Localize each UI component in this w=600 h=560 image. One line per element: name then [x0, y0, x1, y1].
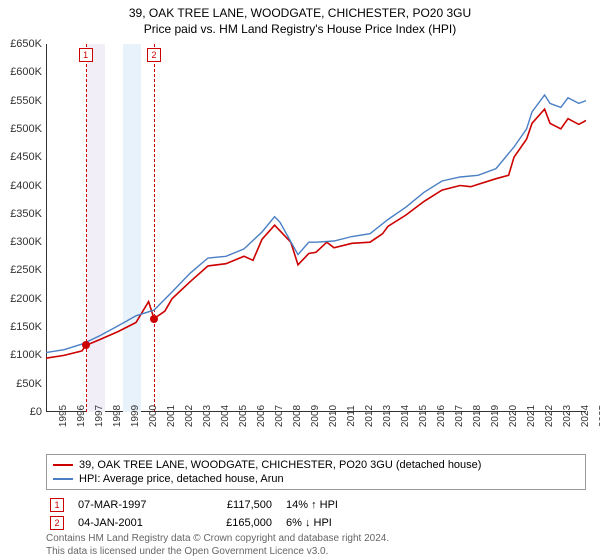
y-axis-tick: £250K — [10, 264, 42, 276]
y-axis-tick: £600K — [10, 66, 42, 78]
page-title: 39, OAK TREE LANE, WOODGATE, CHICHESTER,… — [0, 6, 600, 20]
legend-label: HPI: Average price, detached house, Arun — [79, 473, 284, 485]
price-chart: £0£50K£100K£150K£200K£250K£300K£350K£400… — [46, 44, 586, 412]
transaction-marker: 2 — [50, 516, 64, 530]
y-axis-tick: £550K — [10, 95, 42, 107]
legend-swatch — [53, 478, 73, 480]
chart-lines — [46, 44, 586, 412]
y-axis-tick: £300K — [10, 236, 42, 248]
y-axis-tick: £450K — [10, 151, 42, 163]
transaction-date: 07-MAR-1997 — [78, 499, 178, 511]
reference-marker: 1 — [79, 48, 93, 62]
y-axis-tick: £100K — [10, 349, 42, 361]
series-line — [46, 95, 586, 353]
y-axis-tick: £50K — [16, 378, 42, 390]
y-axis-tick: £150K — [10, 321, 42, 333]
transaction-row: 1 07-MAR-1997 £117,500 14% ↑ HPI — [46, 496, 586, 514]
transaction-marker: 1 — [50, 498, 64, 512]
y-axis-tick: £350K — [10, 208, 42, 220]
footer-line-2: This data is licensed under the Open Gov… — [46, 545, 389, 558]
page-subtitle: Price paid vs. HM Land Registry's House … — [0, 22, 600, 36]
footer: Contains HM Land Registry data © Crown c… — [46, 532, 389, 558]
legend-series-row: HPI: Average price, detached house, Arun — [53, 472, 579, 486]
series-legend: 39, OAK TREE LANE, WOODGATE, CHICHESTER,… — [46, 454, 586, 490]
legend-series-row: 39, OAK TREE LANE, WOODGATE, CHICHESTER,… — [53, 458, 579, 472]
y-axis-tick: £650K — [10, 38, 42, 50]
transaction-date: 04-JAN-2001 — [78, 517, 178, 529]
transaction-delta: 6% ↓ HPI — [286, 517, 376, 529]
legend: 39, OAK TREE LANE, WOODGATE, CHICHESTER,… — [46, 454, 586, 532]
transaction-dot — [82, 341, 90, 349]
transaction-delta: 14% ↑ HPI — [286, 499, 376, 511]
transaction-price: £117,500 — [192, 499, 272, 511]
y-axis-tick: £400K — [10, 180, 42, 192]
reference-marker: 2 — [147, 48, 161, 62]
y-axis-tick: £200K — [10, 293, 42, 305]
footer-line-1: Contains HM Land Registry data © Crown c… — [46, 532, 389, 545]
y-axis-tick: £0 — [30, 406, 42, 418]
transaction-row: 2 04-JAN-2001 £165,000 6% ↓ HPI — [46, 514, 586, 532]
legend-label: 39, OAK TREE LANE, WOODGATE, CHICHESTER,… — [79, 459, 481, 471]
y-axis-tick: £500K — [10, 123, 42, 135]
transactions-legend: 1 07-MAR-1997 £117,500 14% ↑ HPI 2 04-JAN-200… — [46, 496, 586, 532]
transaction-price: £165,000 — [192, 517, 272, 529]
transaction-dot — [150, 315, 158, 323]
x-axis-tick: 2025 — [586, 405, 600, 427]
legend-swatch — [53, 464, 73, 466]
